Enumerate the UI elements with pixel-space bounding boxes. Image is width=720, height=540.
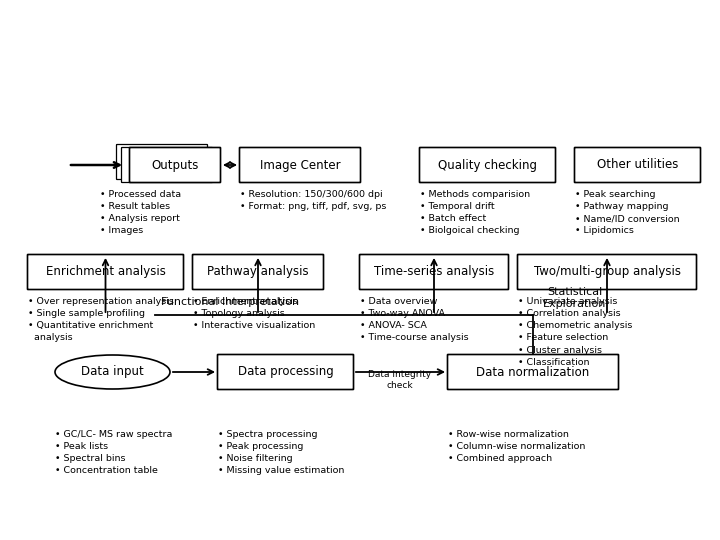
Text: • Univariate analysis
• Correlation analysis
• Chemometric analysis
• Feature se: • Univariate analysis • Correlation anal… <box>518 297 632 367</box>
Text: Outputs: Outputs <box>151 159 199 172</box>
FancyBboxPatch shape <box>130 147 220 183</box>
Text: Time-series analysis: Time-series analysis <box>374 266 494 279</box>
FancyBboxPatch shape <box>117 145 207 179</box>
Text: • Methods comparision
• Temporal drift
• Batch effect
• Biolgoical checking: • Methods comparision • Temporal drift •… <box>420 190 530 235</box>
Text: • Resolution: 150/300/600 dpi
• Format: png, tiff, pdf, svg, ps: • Resolution: 150/300/600 dpi • Format: … <box>240 190 387 211</box>
Text: • Data overview
• Two-way ANOVA
• ANOVA- SCA
• Time-course analysis: • Data overview • Two-way ANOVA • ANOVA-… <box>360 297 469 342</box>
Text: Data normalization: Data normalization <box>477 366 590 379</box>
Text: Quality checking: Quality checking <box>438 159 537 172</box>
FancyBboxPatch shape <box>420 147 556 183</box>
Text: Other utilities: Other utilities <box>597 159 678 172</box>
Text: • Row-wise normalization
• Column-wise normalization
• Combined approach: • Row-wise normalization • Column-wise n… <box>448 430 585 463</box>
FancyBboxPatch shape <box>240 147 361 183</box>
FancyBboxPatch shape <box>359 254 508 289</box>
FancyBboxPatch shape <box>448 354 618 389</box>
Text: • GC/LC- MS raw spectra
• Peak lists
• Spectral bins
• Concentration table: • GC/LC- MS raw spectra • Peak lists • S… <box>55 430 172 475</box>
Text: • Enrichment analysis
• Topology analysis
• Interactive visualization: • Enrichment analysis • Topology analysi… <box>193 297 315 330</box>
Text: Statistical
Exploration: Statistical Exploration <box>544 287 607 309</box>
Text: Data input: Data input <box>81 366 144 379</box>
Text: Functional Interpretation: Functional Interpretation <box>161 297 299 307</box>
FancyBboxPatch shape <box>27 254 184 289</box>
Text: Pathway analysis: Pathway analysis <box>207 266 309 279</box>
FancyBboxPatch shape <box>122 147 212 183</box>
Text: • Processed data
• Result tables
• Analysis report
• Images: • Processed data • Result tables • Analy… <box>100 190 181 235</box>
Ellipse shape <box>55 355 170 389</box>
FancyBboxPatch shape <box>575 147 701 183</box>
Text: • Spectra processing
• Peak processing
• Noise filtering
• Missing value estimat: • Spectra processing • Peak processing •… <box>218 430 344 475</box>
FancyBboxPatch shape <box>518 254 696 289</box>
Text: Data integrity
check: Data integrity check <box>369 370 431 390</box>
Text: • Peak searching
• Pathway mapping
• Name/ID conversion
• Lipidomics: • Peak searching • Pathway mapping • Nam… <box>575 190 680 235</box>
Text: • Over representation analysis
• Single sample profiling
• Quantitative enrichme: • Over representation analysis • Single … <box>28 297 174 342</box>
Text: Data processing: Data processing <box>238 366 333 379</box>
FancyBboxPatch shape <box>192 254 323 289</box>
FancyBboxPatch shape <box>217 354 354 389</box>
Text: Enrichment analysis: Enrichment analysis <box>45 266 166 279</box>
Text: Two/multi-group analysis: Two/multi-group analysis <box>534 266 680 279</box>
Text: Image Center: Image Center <box>260 159 341 172</box>
